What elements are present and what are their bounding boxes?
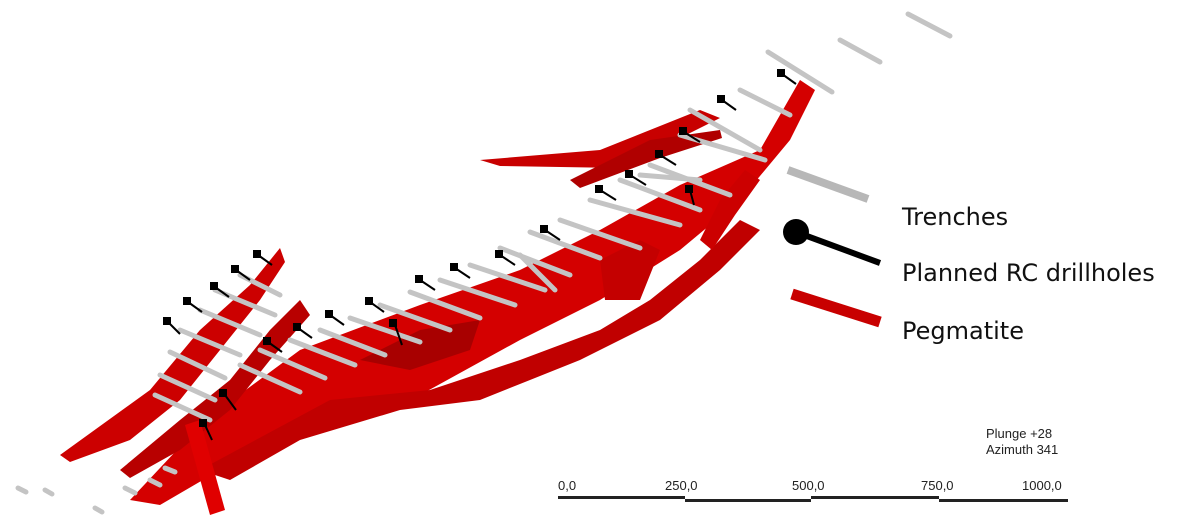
pegmatite-body	[60, 80, 815, 515]
trench	[197, 307, 263, 338]
drillhole-collar	[210, 282, 218, 290]
trench	[517, 252, 558, 293]
trench	[287, 337, 358, 368]
trench	[317, 327, 388, 358]
scale-bar	[558, 496, 1068, 502]
trench	[257, 347, 328, 381]
drillhole-set	[163, 69, 797, 441]
drillhole-collar	[495, 250, 503, 258]
scale-bar-segment	[685, 499, 811, 502]
pegmatite-east-wing	[700, 170, 760, 250]
scale-bar-segment	[811, 496, 939, 499]
drillhole-collar	[389, 319, 397, 327]
drillhole-collar	[717, 95, 725, 103]
trench	[837, 37, 883, 65]
trench	[905, 11, 953, 39]
drillhole-collar	[685, 185, 693, 193]
drillhole-collar	[253, 250, 261, 258]
trench	[527, 229, 603, 261]
trench	[637, 172, 703, 183]
scale-label-1000: 1000,0	[1022, 478, 1062, 493]
drillhole-collar	[595, 185, 603, 193]
trench	[687, 107, 763, 153]
drillhole-collar	[199, 419, 207, 427]
trench	[152, 392, 213, 423]
drillhole-collar	[450, 263, 458, 271]
trench	[437, 277, 518, 308]
trench	[557, 217, 643, 251]
drillhole-collar	[219, 389, 227, 397]
drillhole-collar	[415, 275, 423, 283]
pegmatite-lower-lobe	[200, 220, 760, 480]
trench	[467, 262, 548, 293]
scale-bar-segment	[939, 499, 1068, 502]
pegmatite-western-fold-2	[120, 300, 310, 478]
pegmatite-splay-north-2	[570, 130, 722, 188]
drillhole-collar	[183, 297, 191, 305]
drillhole-collar	[365, 297, 373, 305]
trench	[407, 289, 483, 321]
trench	[237, 362, 303, 395]
pegmatite-dyke-stub	[185, 420, 225, 515]
scale-label-500: 500,0	[792, 478, 825, 493]
legend-label-drillholes: Planned RC drillholes	[902, 259, 1155, 287]
trench	[377, 302, 453, 333]
trench	[42, 487, 55, 497]
drillhole-collar	[679, 127, 687, 135]
drillhole-collar	[293, 323, 301, 331]
drillhole-collar	[777, 69, 785, 77]
trench	[15, 485, 29, 495]
pegmatite-sheet-mid	[360, 320, 480, 370]
scale-label-750: 750,0	[921, 478, 954, 493]
scale-label-250: 250,0	[665, 478, 698, 493]
trench-set	[15, 11, 953, 515]
trench	[617, 177, 703, 213]
trench	[92, 505, 105, 515]
scale-bar-segment	[558, 496, 685, 499]
pegmatite-western-fold	[60, 248, 285, 462]
drillhole-collar	[540, 225, 548, 233]
scale-label-0: 0,0	[558, 478, 577, 493]
trench	[162, 465, 178, 475]
pegmatite-sheet-east	[600, 240, 660, 300]
view-plunge: Plunge +28	[986, 426, 1053, 441]
trench	[147, 477, 163, 488]
view-azimuth: Azimuth 341	[986, 442, 1059, 457]
trench	[737, 87, 793, 118]
drillhole-collar	[231, 265, 239, 273]
drillhole-pin-icon	[794, 229, 882, 266]
legend-label-pegmatite: Pegmatite	[902, 317, 1024, 345]
drillhole-collar	[625, 170, 633, 178]
trench	[765, 49, 835, 95]
drillhole-collar	[655, 150, 663, 158]
drillhole-collar	[325, 310, 333, 318]
drillhole-collar	[263, 337, 271, 345]
trench	[587, 197, 683, 228]
grey-bar-icon	[786, 166, 870, 203]
trench	[497, 245, 573, 278]
drillhole-collar-icon	[783, 219, 809, 245]
legend-label-trenches: Trenches	[902, 203, 1009, 231]
trench	[157, 372, 218, 403]
drillhole-trace	[224, 394, 237, 411]
trench	[167, 349, 228, 381]
trench	[177, 327, 243, 358]
drillhole-trace	[394, 324, 403, 346]
drillhole-collar	[163, 317, 171, 325]
trench	[347, 315, 423, 345]
legend	[783, 166, 882, 328]
red-bar-icon	[790, 288, 882, 328]
drillhole-trace	[204, 424, 213, 441]
trench	[122, 485, 138, 496]
